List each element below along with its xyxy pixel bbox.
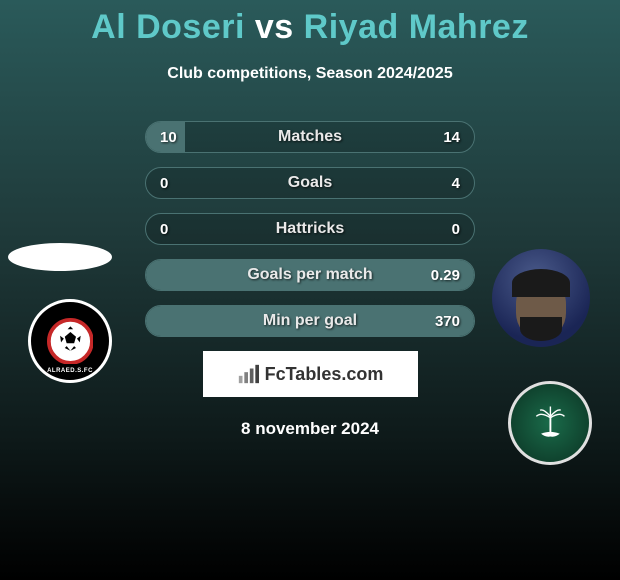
branding-box: FcTables.com: [203, 351, 418, 397]
page-title: Al Doseri vs Riyad Mahrez: [0, 0, 620, 47]
stat-row: 10 Matches 14: [145, 121, 475, 153]
stat-value-left: 10: [160, 129, 177, 146]
player2-club-logo: [508, 381, 592, 465]
stat-label: Hattricks: [276, 220, 344, 238]
stat-value-left: 0: [160, 221, 168, 238]
stat-row: Min per goal 370: [145, 305, 475, 337]
bar-chart-icon: [237, 363, 259, 385]
stats-area: ALRAED.S.FC 10Matches140Goals40Hattricks…: [0, 121, 620, 337]
player1-club-logo: ALRAED.S.FC: [28, 299, 112, 383]
content-root: Al Doseri vs Riyad Mahrez Club competiti…: [0, 0, 620, 580]
stat-value-right: 0.29: [431, 267, 460, 284]
stat-label: Matches: [278, 128, 342, 146]
stat-row: 0 Goals 4: [145, 167, 475, 199]
stat-value-right: 4: [452, 175, 460, 192]
stat-value-right: 0: [452, 221, 460, 238]
player1-avatar: [8, 243, 112, 271]
stat-label: Goals per match: [247, 266, 372, 284]
stat-value-left: 0: [160, 175, 168, 192]
palm-crest-icon: [527, 400, 574, 447]
player1-club-label: ALRAED.S.FC: [47, 368, 93, 374]
subtitle: Club competitions, Season 2024/2025: [0, 65, 620, 83]
stat-row: Goals per match 0.29: [145, 259, 475, 291]
stat-row: 0 Hattricks 0: [145, 213, 475, 245]
stat-value-right: 370: [435, 313, 460, 330]
hair-shape: [512, 269, 570, 297]
player1-name: Al Doseri: [91, 8, 245, 46]
beard-shape: [520, 317, 562, 341]
soccer-ball-icon: [47, 318, 94, 365]
stat-label: Min per goal: [263, 312, 357, 330]
stat-label: Goals: [288, 174, 332, 192]
player2-avatar: [492, 249, 590, 347]
player2-name: Riyad Mahrez: [304, 8, 529, 46]
vs-separator: vs: [255, 8, 294, 46]
face-shape: [516, 277, 566, 337]
stat-value-right: 14: [443, 129, 460, 146]
branding-text: FcTables.com: [265, 364, 384, 385]
